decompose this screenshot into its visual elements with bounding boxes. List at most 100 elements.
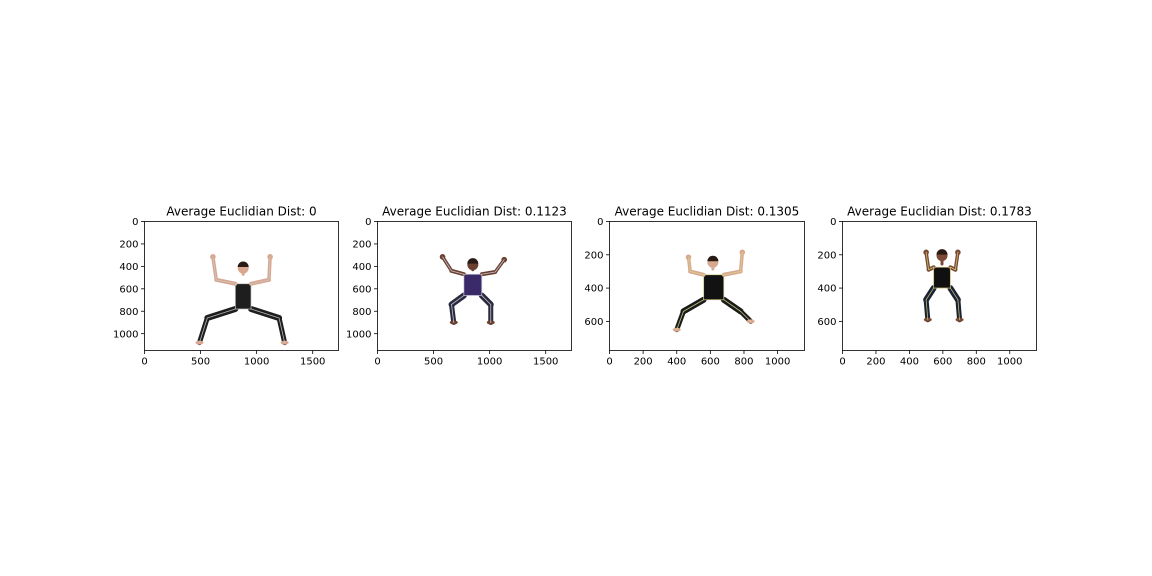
y-tick-label: 200 — [584, 250, 603, 261]
skeleton-bone — [688, 256, 691, 272]
skeleton-bone — [925, 251, 930, 271]
x-tick-label: 600 — [701, 357, 720, 368]
skeleton-bone — [740, 310, 752, 322]
x-tick-label: 0 — [374, 357, 380, 368]
y-tick-label: 600 — [119, 284, 138, 295]
hair — [707, 255, 719, 262]
skeleton-bone — [928, 266, 935, 271]
pose-skeleton — [676, 251, 752, 331]
skeleton-bone — [442, 256, 452, 272]
x-tick-label: 600 — [933, 357, 952, 368]
x-tick-label: 1000 — [997, 357, 1022, 368]
skeleton-bone — [199, 317, 208, 344]
x-tick-label: 1000 — [477, 357, 502, 368]
x-tick-label: 800 — [967, 357, 986, 368]
y-tick-label: 400 — [817, 284, 836, 295]
y-tick-label: 200 — [119, 240, 138, 251]
skeleton-bone — [451, 270, 465, 275]
y-tick-label: 1000 — [113, 329, 138, 340]
torso — [933, 267, 951, 289]
y-tick-label: 600 — [817, 317, 836, 328]
y-tick-label: 800 — [352, 307, 371, 318]
hair — [467, 258, 479, 264]
skeleton-bone — [683, 299, 705, 312]
x-tick-label: 0 — [141, 357, 147, 368]
skeleton-bone — [250, 308, 280, 319]
subplot-title: Average Euclidian Dist: 0.1305 — [615, 205, 800, 219]
skeleton-bone — [481, 271, 496, 275]
person-figure — [439, 254, 508, 325]
x-tick-label: 0 — [839, 357, 845, 368]
pose-skeleton — [925, 251, 960, 321]
skeleton-bone — [278, 317, 286, 344]
x-tick-label: 400 — [667, 357, 686, 368]
y-tick-label: 0 — [132, 217, 138, 228]
skeleton-bone — [689, 271, 705, 276]
y-tick-label: 600 — [352, 284, 371, 295]
pose-skeleton — [442, 256, 505, 323]
x-tick-label: 200 — [634, 357, 653, 368]
y-tick-label: 400 — [584, 284, 603, 295]
y-tick-label: 200 — [352, 240, 371, 251]
x-tick-label: 0 — [606, 357, 612, 368]
skeleton-bone — [250, 279, 270, 285]
pose-skeleton — [199, 256, 286, 344]
skeleton-bone — [740, 251, 743, 272]
skeleton-bone — [676, 310, 684, 331]
y-tick-label: 0 — [365, 217, 371, 228]
y-tick-label: 400 — [352, 262, 371, 273]
torso — [235, 283, 252, 309]
person-figure — [923, 249, 964, 323]
x-tick-label: 200 — [866, 357, 885, 368]
subplot-4: 0 200 400 600 800 1000 0 200 400 600 Average Eucli… — [817, 205, 1037, 368]
x-tick-label: 800 — [734, 357, 753, 368]
x-tick-label: 1000 — [765, 357, 790, 368]
skeleton-bone — [954, 251, 959, 271]
y-tick-label: 1000 — [346, 329, 371, 340]
torso — [703, 274, 724, 300]
axes-frame — [609, 221, 805, 351]
axes-frame — [144, 221, 339, 351]
x-tick-label: 500 — [424, 357, 443, 368]
x-tick-label: 1000 — [244, 357, 269, 368]
skeleton-bone — [723, 271, 742, 276]
y-tick-label: 0 — [830, 217, 836, 228]
skeleton-bone — [206, 308, 236, 319]
y-tick-label: 0 — [597, 217, 603, 228]
subplot-2: 0 500 1000 1500 0 200 400 600 800 1000 Average Euc… — [346, 205, 572, 368]
skeleton-bone — [481, 295, 492, 305]
subplot-title: Average Euclidian Dist: 0.1123 — [382, 205, 567, 219]
skeleton-bone — [268, 256, 271, 281]
person-figure — [195, 254, 289, 346]
skeleton-bone — [494, 259, 505, 273]
skeleton-bone — [949, 266, 956, 271]
subplot-title: Average Euclidian Dist: 0.1783 — [847, 205, 1032, 219]
skeleton-bone — [215, 279, 236, 285]
skeleton-bone — [925, 299, 929, 321]
skeleton-bone — [949, 287, 959, 301]
skeleton-bone — [723, 299, 742, 312]
x-tick-label: 1500 — [300, 357, 325, 368]
x-tick-label: 1500 — [533, 357, 558, 368]
person-figure — [672, 249, 755, 333]
y-tick-label: 800 — [119, 307, 138, 318]
axes-frame — [377, 221, 572, 351]
y-tick-label: 400 — [119, 262, 138, 273]
axes-frame — [842, 221, 1037, 351]
hair — [237, 261, 249, 268]
subplot-1: 0 500 1000 1500 0 200 400 600 800 1000 Average Euc… — [113, 205, 339, 368]
y-tick-label: 200 — [817, 250, 836, 261]
hair — [936, 249, 948, 255]
y-tick-label: 600 — [584, 317, 603, 328]
subplot-title: Average Euclidian Dist: 0 — [166, 205, 316, 219]
x-tick-label: 400 — [900, 357, 919, 368]
skeleton-bone — [212, 256, 217, 281]
skeleton-bone — [957, 299, 960, 321]
skeleton-bone — [451, 295, 465, 305]
subplot-panels: 0 500 1000 1500 0 200 400 600 800 1000 Average Euc… — [113, 205, 1037, 368]
skeleton-bone — [925, 287, 935, 301]
subplot-3: 0 200 400 600 800 1000 0 200 400 600 Average Eucli… — [584, 205, 805, 368]
skeleton-bone — [451, 304, 455, 323]
x-tick-label: 500 — [191, 357, 210, 368]
